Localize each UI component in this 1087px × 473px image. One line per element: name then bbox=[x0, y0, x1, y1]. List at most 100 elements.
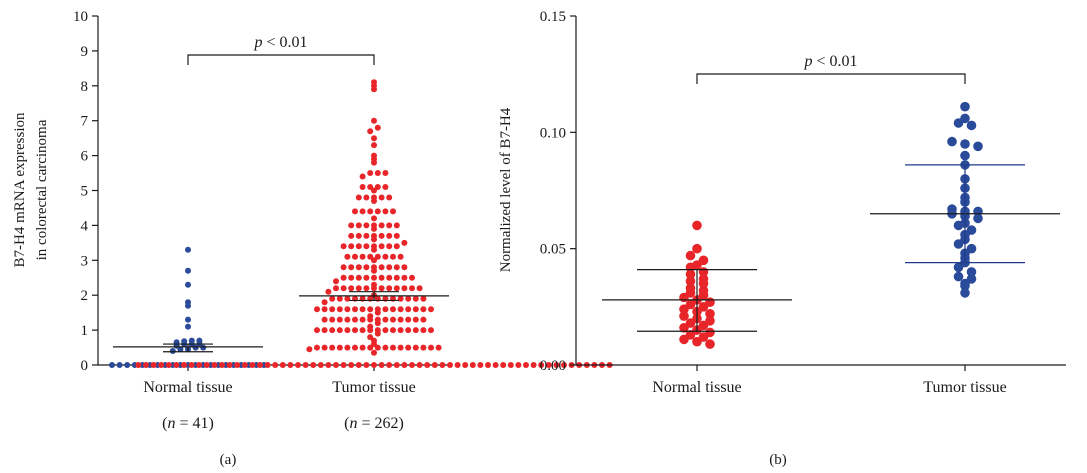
panel-a-data-point bbox=[211, 362, 218, 368]
panel-a-data-point bbox=[135, 362, 142, 368]
panel-a-data-point bbox=[523, 362, 529, 368]
panel-a-data-point bbox=[545, 362, 552, 368]
panel-a-data-point bbox=[561, 362, 567, 368]
panel-a-data-point bbox=[359, 306, 366, 313]
panel-a-data-point bbox=[382, 253, 389, 260]
panel-a-data-point bbox=[405, 344, 412, 351]
panel-a-ytick-label: 4 bbox=[81, 218, 89, 234]
panel-a-data-point bbox=[371, 117, 377, 124]
panel-a-data-point bbox=[329, 295, 336, 302]
panel-a-data-point bbox=[185, 302, 191, 309]
panel-a-category-n-label: (n = 262) bbox=[344, 415, 404, 432]
panel-b-data-point bbox=[960, 281, 970, 291]
panel-a-data-point bbox=[177, 346, 184, 353]
panel-a-data-point bbox=[173, 362, 180, 368]
panel-a-data-point bbox=[386, 243, 393, 250]
panel-a-data-point bbox=[382, 184, 389, 190]
panel-a-data-point bbox=[371, 159, 377, 166]
panel-a-data-point bbox=[344, 253, 351, 260]
panel-b-data-point bbox=[973, 213, 983, 224]
panel-a-data-point bbox=[333, 362, 339, 368]
panel-a-data-point bbox=[302, 362, 309, 368]
panel-a-data-point bbox=[185, 267, 191, 274]
panel-a-data-point bbox=[374, 208, 381, 215]
panel-a-data-point bbox=[363, 274, 370, 281]
panel-a-data-point bbox=[287, 362, 294, 368]
panel-a-data-point bbox=[344, 295, 351, 302]
panel-b-category-label: Tumor tissue bbox=[923, 379, 1006, 396]
panel-a-data-point bbox=[378, 194, 385, 201]
panel-a-data-point bbox=[165, 362, 172, 368]
panel-a-data-point bbox=[371, 236, 377, 243]
panel-a-data-point bbox=[348, 232, 355, 239]
panel-b-data-point bbox=[947, 136, 957, 147]
panel-a-data-point bbox=[367, 128, 374, 135]
panel-a-data-point bbox=[348, 222, 355, 229]
panel-a-data-point bbox=[359, 316, 366, 323]
panel-b-significance-label: p < 0.01 bbox=[803, 53, 857, 70]
panel-a-data-point bbox=[200, 344, 207, 351]
panel-a-data-point bbox=[340, 362, 347, 368]
panel-a-data-point bbox=[371, 215, 377, 222]
panel-a-data-point bbox=[359, 184, 366, 190]
panel-b-ytick-label: 0.15 bbox=[540, 9, 566, 25]
panel-a-data-point bbox=[371, 285, 377, 292]
panel-a-data-point bbox=[386, 194, 393, 201]
panel-b-data-point bbox=[692, 243, 702, 254]
panel-a-data-point bbox=[219, 362, 225, 368]
panel-b-data-point bbox=[960, 139, 970, 149]
panel-a-data-point bbox=[314, 306, 320, 313]
panel-a-category-n-label: (n = 41) bbox=[162, 415, 214, 432]
panel-b-data-point bbox=[705, 339, 715, 349]
panel-a-data-point bbox=[371, 135, 377, 142]
panel-a-data-point bbox=[272, 362, 279, 368]
panel-a-data-point bbox=[333, 285, 339, 292]
panel-a-data-point bbox=[363, 222, 370, 229]
panel-b-ytick-label: 0.10 bbox=[540, 125, 566, 141]
panel-a-data-point bbox=[344, 316, 351, 323]
panel-a-data-point bbox=[352, 208, 358, 215]
panel-b-data-point bbox=[685, 269, 696, 280]
panel-a-data-point bbox=[348, 274, 355, 281]
panel-a-data-point bbox=[393, 285, 400, 292]
panel-a-data-point bbox=[374, 124, 381, 131]
panel-b-significance-bracket bbox=[696, 73, 966, 84]
panel-b-ylabel: Normalized level of B7-H4 bbox=[498, 107, 514, 272]
panel-a-data-point bbox=[371, 246, 377, 253]
panel-b-data-point bbox=[953, 271, 964, 282]
panel-b-data-point bbox=[692, 336, 702, 347]
panel-a-data-point bbox=[374, 184, 381, 190]
panel-a-data-point bbox=[367, 170, 374, 176]
panel-a-data-point bbox=[333, 278, 339, 285]
panel-a-data-point bbox=[382, 344, 389, 351]
panel-a: B7-H4 mRNA expression in colorectal carc… bbox=[12, 9, 613, 468]
panel-a-data-point bbox=[185, 316, 191, 323]
panel-a-data-point bbox=[371, 362, 377, 368]
panel-a-data-point bbox=[412, 316, 419, 323]
panel-a-data-point bbox=[397, 327, 404, 334]
panel-a-data-point bbox=[397, 295, 404, 302]
panel-a-data-point bbox=[321, 299, 328, 306]
panel-a-data-point bbox=[378, 362, 385, 368]
panel-a-data-point bbox=[314, 327, 320, 334]
panel-b: Normalized level of B7-H4 (b) 0.00 0.05 0.… bbox=[498, 9, 1066, 468]
panel-b-data-point bbox=[973, 141, 983, 152]
panel-a-data-point bbox=[321, 344, 328, 351]
panel-b-ytick-label: 0.05 bbox=[540, 242, 566, 258]
panel-b-data-point bbox=[679, 323, 689, 333]
panel-a-data-point bbox=[279, 362, 286, 368]
panel-b-label: (b) bbox=[769, 452, 787, 468]
panel-a-data-point bbox=[374, 170, 381, 176]
panel-b-data-point bbox=[679, 334, 689, 345]
panel-a-data-point bbox=[397, 253, 404, 260]
panel-a-data-point bbox=[367, 208, 374, 215]
panel-a-data-point bbox=[390, 306, 396, 313]
panel-a-data-point bbox=[462, 362, 469, 368]
panel-a-data-point bbox=[143, 362, 149, 368]
panel-a-data-point bbox=[363, 362, 370, 368]
panel-a-data-point bbox=[386, 264, 393, 271]
panel-a-data-point bbox=[412, 306, 419, 313]
panel-a-data-point bbox=[485, 362, 491, 368]
panel-a-data-point bbox=[348, 285, 355, 292]
panel-a-data-point bbox=[401, 274, 408, 281]
